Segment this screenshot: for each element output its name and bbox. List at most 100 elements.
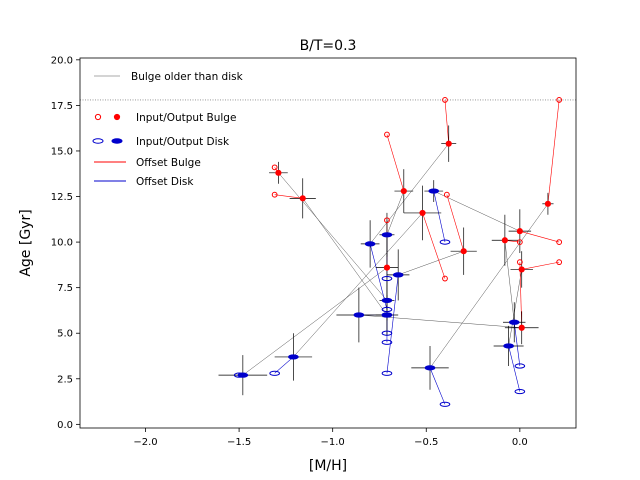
bulge-output-point bbox=[544, 200, 552, 207]
bulge-input-point bbox=[443, 191, 450, 198]
disk-input-point bbox=[381, 370, 393, 376]
bulge-offset-line bbox=[386, 134, 405, 192]
bulge-disk-connector bbox=[433, 190, 520, 232]
bulge-output-point bbox=[460, 248, 467, 255]
disk-input-point bbox=[439, 401, 451, 407]
y-tick-label: 10.0 bbox=[51, 238, 73, 249]
y-tick-label: 12.5 bbox=[51, 192, 73, 203]
bulge-disk-connector bbox=[242, 267, 388, 376]
bulge-input-point bbox=[556, 239, 563, 245]
disk-output-point bbox=[503, 343, 514, 349]
disk-output-point bbox=[508, 319, 520, 325]
disk-offset-line bbox=[508, 345, 521, 392]
bulge-output-point bbox=[516, 228, 523, 235]
disk-output-point bbox=[392, 272, 404, 278]
bulge-input-point bbox=[516, 239, 523, 245]
x-tick-label: 0.0 bbox=[512, 437, 528, 448]
y-tick-label: 7.5 bbox=[57, 283, 73, 294]
bulge-input-point bbox=[271, 191, 278, 198]
disk-output-point bbox=[381, 297, 393, 304]
legend-label-offset-disk: Offset Disk bbox=[136, 176, 194, 188]
disk-input-point bbox=[381, 330, 393, 336]
legend-label-disk: Input/Output Disk bbox=[136, 136, 230, 148]
bulge-input-point bbox=[442, 97, 448, 103]
disk-output-point bbox=[424, 365, 436, 371]
bulge-offset-line bbox=[519, 230, 560, 243]
disk-input-point bbox=[269, 370, 280, 376]
bulge-input-point bbox=[384, 131, 390, 138]
bulge-output-point bbox=[445, 140, 452, 147]
bulge-input-point bbox=[384, 217, 390, 224]
disk-output-point bbox=[288, 354, 299, 360]
disk-input-point bbox=[514, 363, 526, 369]
y-tick-label: 17.5 bbox=[51, 101, 73, 112]
disk-input-point bbox=[381, 312, 393, 318]
bulge-input-point bbox=[556, 259, 563, 266]
bulge-input-point bbox=[271, 164, 278, 171]
plot-area bbox=[80, 97, 576, 407]
disk-input-point bbox=[381, 306, 393, 313]
bulge-offset-line bbox=[547, 99, 560, 204]
legend-marker-bulge-input bbox=[94, 113, 102, 121]
disk-offset-line bbox=[433, 190, 446, 243]
disk-input-point bbox=[439, 239, 451, 245]
disk-input-point bbox=[381, 339, 393, 345]
y-tick-label: 20.0 bbox=[51, 55, 73, 66]
disk-offset-line bbox=[386, 274, 399, 374]
disk-offset-line bbox=[513, 322, 521, 367]
bulge-disk-connector bbox=[293, 212, 423, 358]
bulge-input-point bbox=[442, 275, 448, 282]
bulge-input-point bbox=[516, 259, 523, 266]
bulge-disk-connector bbox=[504, 240, 515, 323]
y-tick-label: 0.0 bbox=[57, 420, 73, 431]
bulge-output-point bbox=[275, 169, 282, 176]
bulge-disk-connector bbox=[398, 250, 464, 276]
legend: Bulge older than disk Input/Output Bulge… bbox=[92, 71, 244, 188]
legend-marker-disk-input bbox=[92, 138, 104, 144]
legend-marker-disk-output bbox=[111, 138, 123, 144]
bulge-offset-line bbox=[274, 194, 303, 199]
y-tick-label: 2.5 bbox=[57, 374, 73, 385]
bulge-disk-connector bbox=[386, 190, 405, 235]
disk-input-point bbox=[514, 388, 526, 395]
bulge-offset-line bbox=[422, 212, 446, 279]
bulge-disk-connector bbox=[369, 143, 449, 245]
bulge-offset-line bbox=[446, 194, 464, 252]
bulge-output-point bbox=[419, 209, 426, 217]
disk-offset-line bbox=[274, 356, 294, 374]
legend-label-bulge-older: Bulge older than disk bbox=[131, 71, 244, 83]
bulge-disk-connector bbox=[302, 198, 388, 316]
bulge-output-point bbox=[501, 237, 508, 244]
axis-ticks: −2.0 −1.5 −1.0 −0.5 0.0 0.0 2.5 5.0 7.5 10.0 12.5 1… bbox=[51, 55, 528, 448]
x-tick-label: −1.5 bbox=[227, 437, 251, 448]
bulge-output-point bbox=[518, 266, 525, 273]
disk-offset-line bbox=[429, 367, 446, 405]
y-axis-label: Age [Gyr] bbox=[18, 209, 34, 276]
legend-marker-bulge-output bbox=[113, 113, 121, 121]
bulge-input-point bbox=[556, 97, 563, 103]
legend-label-bulge: Input/Output Bulge bbox=[136, 112, 236, 124]
bulge-disk-connector bbox=[508, 269, 522, 347]
chart-title: B/T=0.3 bbox=[300, 38, 357, 54]
y-tick-label: 15.0 bbox=[51, 146, 73, 157]
bulge-output-point bbox=[383, 264, 391, 271]
disk-output-point bbox=[237, 372, 249, 378]
disk-input-point bbox=[381, 275, 393, 282]
axes-frame bbox=[79, 57, 577, 429]
legend-label-offset-bulge: Offset Bulge bbox=[136, 157, 201, 169]
y-tick-label: 5.0 bbox=[57, 329, 73, 340]
x-axis-label: [M/H] bbox=[309, 458, 347, 474]
bulge-offset-line bbox=[521, 261, 560, 270]
x-tick-label: −0.5 bbox=[414, 437, 438, 448]
bulge-output-point bbox=[400, 187, 407, 195]
bulge-offset-line bbox=[444, 99, 450, 144]
disk-output-point bbox=[381, 232, 393, 238]
x-tick-label: −2.0 bbox=[133, 437, 157, 448]
disk-output-point bbox=[428, 188, 440, 194]
bulge-output-point bbox=[299, 195, 306, 202]
bulge-output-point bbox=[518, 324, 525, 331]
disk-output-point bbox=[364, 241, 376, 247]
bulge-disk-connector bbox=[278, 172, 388, 301]
